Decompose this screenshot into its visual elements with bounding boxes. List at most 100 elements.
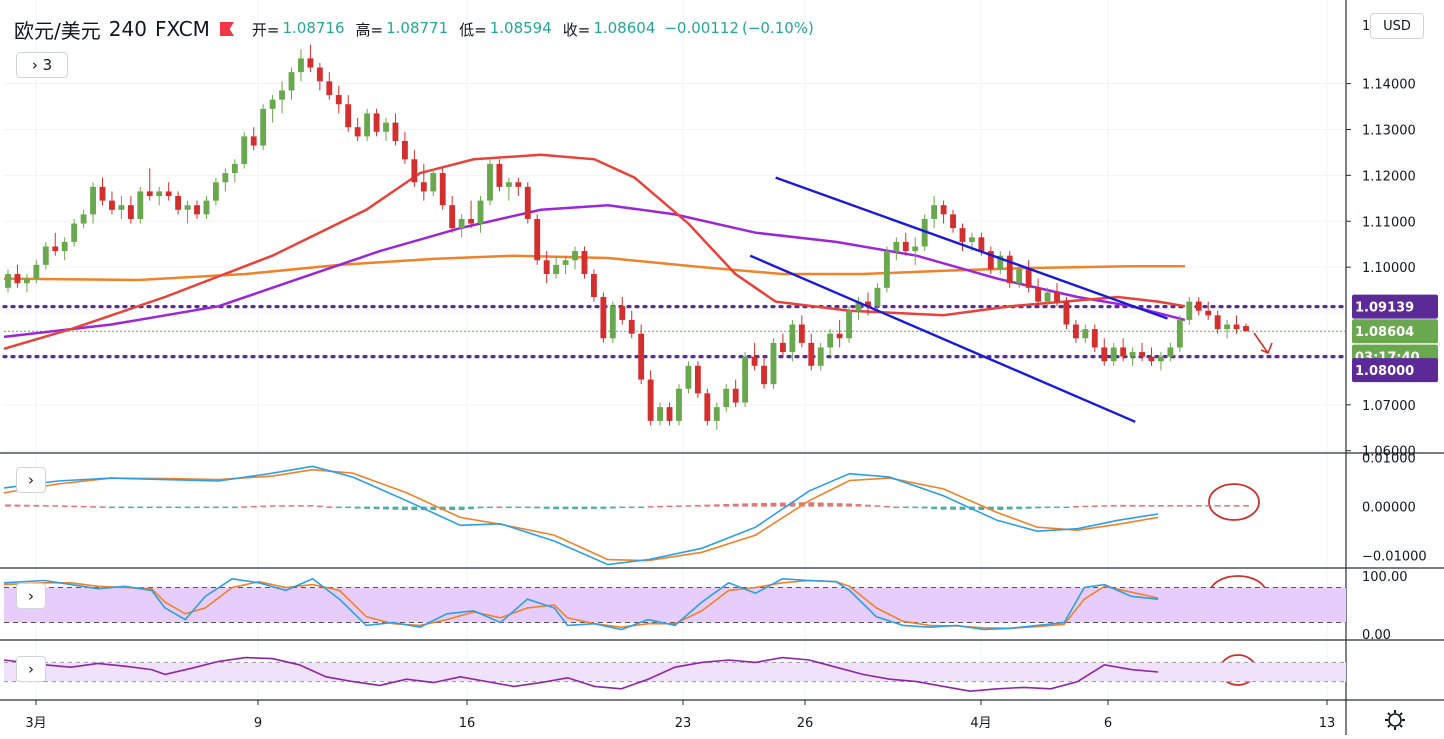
candle-body	[99, 186, 106, 201]
macd-circle-annotation	[1208, 483, 1260, 521]
candle	[430, 168, 437, 197]
candle	[562, 255, 569, 275]
indicators-toggle-button[interactable]: › 3	[16, 52, 68, 78]
rsi-toggle-button[interactable]: ›	[16, 656, 46, 682]
gear-icon[interactable]	[1385, 710, 1405, 730]
macd-histogram-bar	[307, 505, 314, 507]
candle-body	[71, 223, 78, 242]
change-percent: (−0.10%)	[741, 18, 814, 37]
candle-body	[90, 186, 96, 215]
macd-histogram-bar	[1195, 505, 1202, 507]
candle	[1044, 287, 1051, 307]
candle	[789, 319, 796, 362]
candle	[959, 223, 966, 252]
candle-body	[761, 365, 767, 385]
macd-histogram-bar	[1054, 506, 1060, 509]
macd-histogram-bar	[732, 503, 739, 507]
candle-body	[487, 163, 493, 201]
candle	[316, 62, 323, 91]
candle	[600, 292, 607, 343]
interval[interactable]: 240	[108, 17, 147, 41]
macd-tick-label: 0.01000	[1362, 451, 1416, 466]
candle	[1120, 338, 1127, 362]
candle	[1006, 251, 1013, 288]
candle-body	[883, 251, 890, 288]
open-label: 开=	[251, 20, 280, 39]
candle-body	[997, 255, 1004, 270]
price-tick-label: 1.11000	[1362, 215, 1416, 230]
currency-button[interactable]: USD	[1370, 13, 1424, 39]
stochastic-toggle-button[interactable]: ›	[16, 583, 46, 609]
macd-histogram-bar	[638, 506, 645, 509]
candle	[997, 251, 1004, 275]
candle-body	[203, 200, 210, 215]
candle	[156, 186, 163, 206]
macd-histogram-bar	[950, 506, 956, 510]
macd-histogram-bar	[222, 506, 229, 509]
candle-body	[685, 365, 692, 389]
candle	[713, 402, 720, 431]
macd-histogram-bar	[590, 506, 597, 509]
candle-body	[401, 140, 408, 160]
macd-histogram-bar	[836, 503, 843, 507]
candle	[364, 108, 371, 141]
macd-histogram-bar	[1063, 506, 1070, 509]
macd-histogram-bar	[770, 502, 777, 507]
macd-histogram-bar	[817, 502, 824, 507]
candle-body	[61, 241, 68, 252]
macd-histogram-bar	[713, 504, 720, 507]
macd-histogram-bar	[609, 506, 616, 509]
candle-body	[1214, 315, 1221, 330]
candle-body	[165, 191, 172, 197]
macd-histogram-bar	[5, 504, 11, 507]
candle-body	[137, 191, 144, 219]
macd-histogram-bar	[855, 504, 862, 507]
candle-body	[893, 241, 900, 252]
candle-body	[1195, 301, 1202, 311]
candle	[666, 402, 673, 426]
moving-averages	[3, 153, 1186, 350]
low-label: 低=	[459, 20, 487, 39]
candle-body	[846, 310, 853, 339]
macd-histogram-bar	[761, 502, 767, 507]
macd-histogram-bar	[893, 506, 900, 509]
candle-body	[534, 218, 541, 261]
macd-histogram-bar	[33, 504, 40, 507]
candle	[1101, 338, 1108, 366]
candle-body	[780, 342, 786, 353]
candle-body	[865, 301, 871, 307]
macd-toggle-button[interactable]: ›	[16, 467, 46, 493]
macd-histogram-bar	[874, 505, 881, 507]
candle	[241, 131, 248, 169]
macd-histogram-bar	[1139, 504, 1145, 507]
candle-body	[335, 95, 342, 105]
candle-body	[288, 72, 295, 91]
candle	[71, 218, 78, 247]
candle-body	[1110, 347, 1117, 362]
flag-icon[interactable]	[219, 22, 234, 36]
symbol-name[interactable]: 欧元/美元	[14, 18, 101, 43]
channel-lower-line	[749, 254, 1136, 423]
candle-body	[175, 196, 182, 210]
candle-body	[1205, 310, 1212, 316]
candle	[836, 319, 843, 348]
candle	[676, 384, 682, 426]
price-tick-label: 1	[1362, 19, 1370, 34]
macd-histogram-bar	[534, 506, 541, 509]
candle	[780, 333, 786, 357]
macd-histogram-bar	[146, 506, 153, 509]
stochastic-tick-label: 100.00	[1362, 570, 1408, 585]
rsi-line	[3, 656, 1159, 693]
time-tick-label: 26	[797, 716, 814, 731]
macd-histogram-bar	[203, 506, 210, 509]
candle	[572, 246, 578, 270]
candle	[137, 186, 144, 224]
macd-histogram-bar	[118, 506, 125, 509]
macd-histogram-bar	[298, 505, 304, 507]
candle-body	[666, 407, 673, 421]
price-tick-label: 1.07000	[1362, 399, 1416, 414]
macd-histogram-bar	[798, 502, 805, 507]
candle	[477, 196, 484, 233]
macd-tick-label: −0.01000	[1362, 550, 1427, 565]
